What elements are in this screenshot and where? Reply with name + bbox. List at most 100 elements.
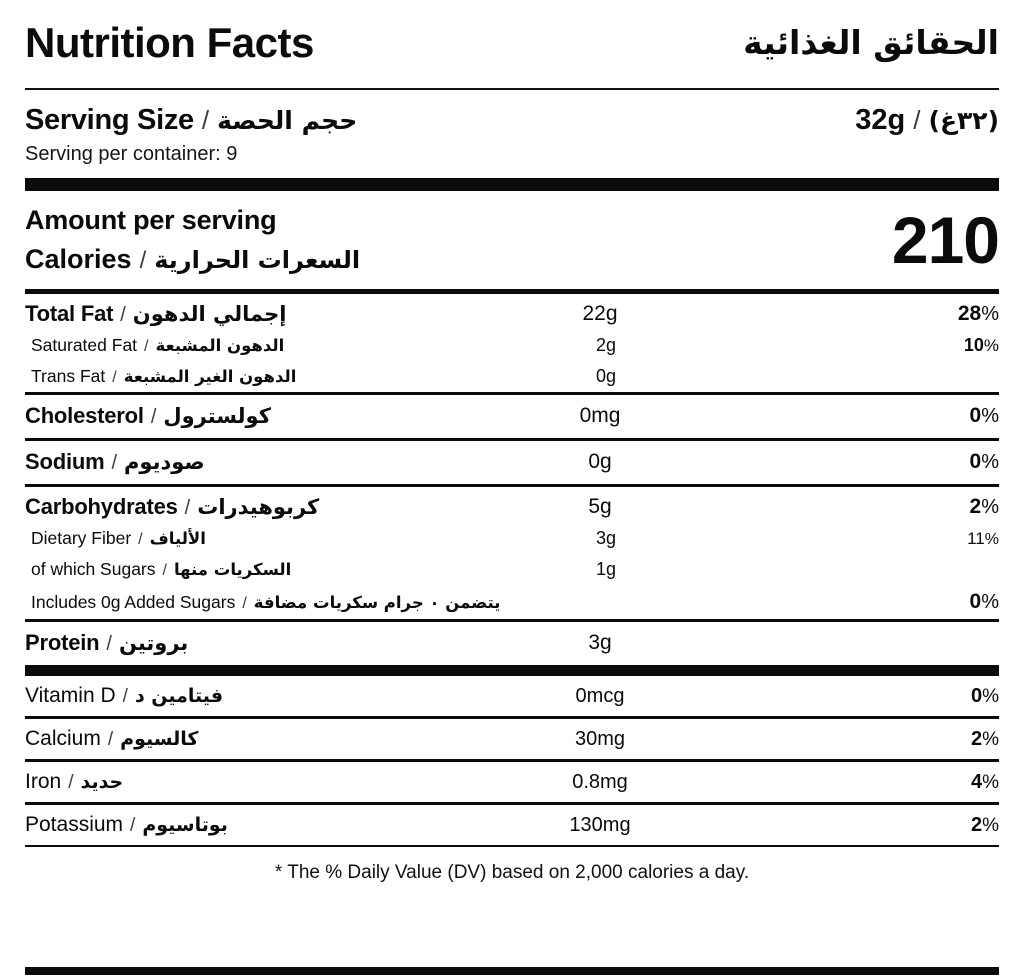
nutrient-name-ar: بروتين [118, 631, 189, 656]
nutrient-name-en: Total Fat [25, 301, 114, 327]
separator-slash: / [120, 304, 126, 327]
daily-value-number: 0 [970, 684, 983, 707]
nutrient-name-ar: بوتاسيوم [142, 814, 228, 837]
amount-per-serving-label: Amount per serving [25, 205, 277, 235]
nutrient-label: Carbohydrates / كربوهيدرات [25, 494, 475, 520]
serving-size-label-ar: حجم الحصة [217, 106, 358, 135]
nutrient-name-ar: كولسترول [163, 404, 271, 429]
separator-slash: / [130, 815, 136, 837]
nutrient-daily-value: 28% [725, 302, 999, 326]
nutrient-row: Potassium / بوتاسيوم 130mg 2% [25, 805, 999, 848]
percent-sign: % [983, 336, 999, 356]
percent-sign: % [982, 685, 999, 707]
nutrient-label: Trans Fat / الدهون الغير المشبعة [31, 366, 481, 387]
nutrient-row: Saturated Fat / الدهون المشبعة 2g 10% [25, 330, 999, 361]
nutrient-rows: Total Fat / إجمالي الدهون 22g 28% Satura… [25, 294, 999, 848]
nutrient-daily-value: 0% [725, 450, 999, 474]
daily-value-footnote: * The % Daily Value (DV) based on 2,000 … [274, 862, 750, 884]
nutrient-amount: 0g [595, 366, 617, 387]
nutrient-label: of which Sugars / السكريات منها [31, 559, 481, 580]
nutrient-label: Total Fat / إجمالي الدهون [25, 301, 475, 327]
separator-slash: / [122, 686, 128, 708]
nutrient-amount: 3g [588, 631, 612, 655]
percent-sign: % [981, 496, 999, 519]
nutrient-amount: 30mg [574, 727, 626, 750]
nutrient-name-en: Potassium [25, 813, 124, 837]
nutrient-name-ar: حديد [80, 771, 124, 794]
percent-sign: % [981, 405, 999, 428]
nutrient-amount: 22g [582, 302, 618, 326]
nutrient-row: Sodium / صوديوم 0g 0% [25, 441, 999, 488]
nutrient-name-ar: يتضمن ٠ جرام سكريات مضافة [253, 592, 501, 612]
nutrient-name-en: Dietary Fiber [31, 528, 132, 549]
nutrient-amount: 130mg [569, 813, 631, 836]
calories-value: 210 [891, 203, 1000, 278]
nutrient-daily-value: 0% [725, 685, 999, 708]
nutrient-amount: 0.8mg [572, 770, 628, 793]
nutrient-label: Cholesterol / كولسترول [25, 403, 475, 429]
daily-value-number: 0 [969, 590, 982, 614]
nutrient-daily-value: 2% [725, 814, 999, 837]
nutrient-label: Calcium / كالسيوم [25, 727, 475, 751]
nutrient-row: Includes 0g Added Sugars / يتضمن ٠ جرام … [25, 585, 999, 623]
nutrient-row: Vitamin D / فيتامين د 0mcg 0% [25, 676, 999, 720]
separator-slash: / [68, 772, 74, 794]
separator-slash: / [139, 247, 147, 275]
nutrient-daily-value: 2% [725, 728, 999, 751]
nutrient-label: Iron / حديد [25, 770, 475, 794]
daily-value-number: 4 [970, 770, 983, 793]
percent-sign: % [982, 728, 999, 750]
percent-sign: % [984, 530, 999, 548]
separator-slash: / [150, 406, 157, 429]
nutrient-name-en: Vitamin D [25, 684, 116, 708]
thick-divider-bottom [25, 967, 999, 975]
separator-slash: / [106, 633, 112, 656]
nutrient-name-en: Saturated Fat [31, 335, 138, 356]
nutrient-row: of which Sugars / السكريات منها 1g [25, 554, 999, 585]
nutrient-amount: 0mcg [575, 684, 625, 707]
separator-slash: / [184, 497, 191, 520]
nutrient-row: Cholesterol / كولسترول 0mg 0% [25, 395, 999, 442]
nutrient-label: Potassium / بوتاسيوم [25, 813, 475, 837]
daily-value-number: 0 [969, 404, 982, 428]
nutrient-name-ar: السكريات منها [173, 560, 292, 580]
nutrient-daily-value: 2% [725, 495, 999, 519]
nutrient-daily-value: 4% [725, 771, 999, 794]
title-arabic: الحقائق الغذائية [743, 23, 999, 62]
nutrient-label: Dietary Fiber / الألياف [31, 528, 481, 549]
servings-per-container: Serving per container: 9 [25, 143, 238, 165]
nutrient-label: Includes 0g Added Sugars / يتضمن ٠ جرام … [31, 592, 500, 613]
nutrient-row: Carbohydrates / كربوهيدرات 5g 2% [25, 487, 999, 523]
nutrient-name-en: Iron [25, 770, 62, 794]
daily-value-number: 28 [957, 302, 982, 326]
nutrient-name-en: Carbohydrates [25, 494, 178, 520]
nutrient-name-ar: إجمالي الدهون [132, 302, 287, 327]
thick-divider-top [25, 178, 999, 191]
serving-size-value-ar: (٣٢غ) [928, 106, 999, 135]
nutrient-name-en: Cholesterol [25, 403, 144, 429]
nutrient-row: Total Fat / إجمالي الدهون 22g 28% [25, 294, 999, 330]
nutrient-daily-value: 0% [731, 590, 999, 614]
nutrient-amount: 2g [595, 335, 617, 356]
separator-slash: / [162, 562, 167, 580]
nutrient-label: Sodium / صوديوم [25, 449, 475, 475]
nutrient-daily-value: 11% [731, 529, 999, 549]
nutrient-amount: 0g [588, 450, 612, 474]
nutrient-label: Vitamin D / فيتامين د [25, 684, 475, 708]
percent-sign: % [981, 451, 999, 474]
calories-label-ar: السعرات الحرارية [154, 246, 361, 275]
nutrient-name-ar: الدهون الغير المشبعة [123, 367, 297, 387]
nutrient-name-en: of which Sugars [31, 559, 156, 580]
nutrient-name-en: Calcium [25, 727, 101, 751]
nutrient-name-ar: كربوهيدرات [197, 495, 320, 520]
nutrient-amount: 1g [595, 559, 617, 580]
separator-slash: / [112, 369, 117, 387]
daily-value-number: 10 [963, 335, 984, 356]
nutrient-row: Calcium / كالسيوم 30mg 2% [25, 719, 999, 763]
daily-value-number: 0 [969, 450, 982, 474]
percent-sign: % [982, 771, 999, 793]
daily-value-number: 2 [970, 727, 983, 750]
nutrient-label: Protein / بروتين [25, 630, 475, 656]
separator-slash: / [107, 729, 114, 751]
